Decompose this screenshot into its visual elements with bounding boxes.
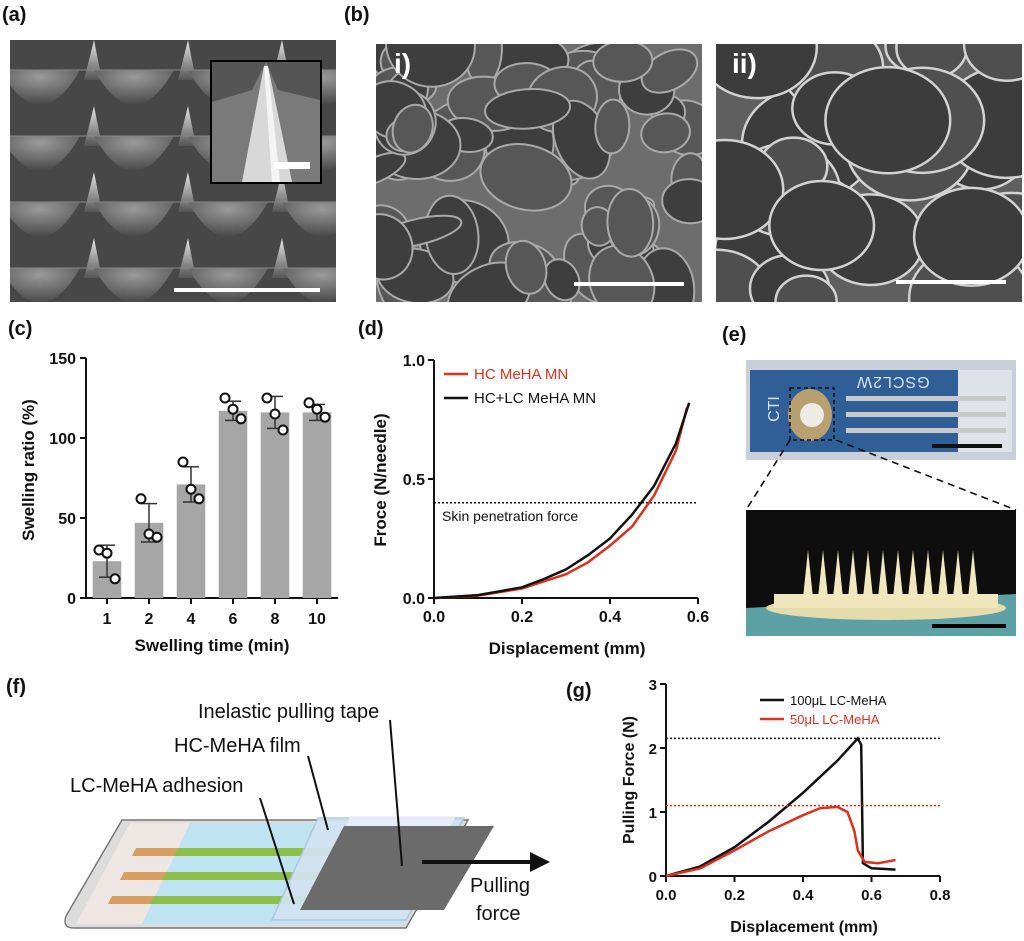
chart-d-legend-label: HC+LC MeHA MN: [474, 390, 596, 407]
chart-c-point: [319, 411, 331, 423]
chart-g-xtick-label: 0.0: [656, 887, 677, 904]
chart-c-bar: [218, 410, 248, 598]
chart-c-point: [235, 413, 247, 425]
chart-g-ytick-label: 3: [649, 677, 657, 694]
scale-bar-a: [174, 288, 320, 292]
chart-c-point: [185, 483, 197, 495]
chart-g-legend-label: 50μL LC-MeHA: [790, 712, 880, 727]
chart-c-xtick-label: 10: [308, 611, 326, 628]
chart-d-xtick-label: 0.4: [599, 609, 621, 626]
chart-g-series-line: [665, 736, 896, 878]
chart-c-point: [227, 403, 239, 415]
chart-g-ytick-label: 2: [649, 741, 657, 758]
chart-d-xtick-label: 0.0: [423, 609, 445, 626]
device-text-cti: CTI: [765, 396, 783, 422]
chart-c-xtick-label: 1: [103, 611, 112, 628]
zoom-connector-lines: [745, 440, 1017, 511]
chart-c-xlabel: Swelling time (min): [135, 636, 290, 655]
chart-c-point: [101, 547, 113, 559]
chart-g-ytick-label: 0: [649, 869, 657, 886]
chart-c-ytick-label: 150: [49, 351, 76, 368]
label-force: force: [476, 903, 520, 925]
panel-label-b: (b): [344, 4, 370, 26]
chart-d-ylabel: Froce (N/needle): [371, 413, 390, 546]
chart-c-xtick-label: 2: [145, 611, 154, 628]
device-text-model: GSCL2W: [856, 373, 930, 390]
chart-c-point: [219, 392, 231, 404]
chart-g-xlabel: Displacement (mm): [730, 919, 878, 936]
chart-g-ylabel: Pulling Force (N): [621, 716, 638, 844]
chart-c-point: [135, 493, 147, 505]
chart-g-xtick-label: 0.6: [861, 887, 882, 904]
label-inelastic-pulling-tape: Inelastic pulling tape: [198, 701, 379, 723]
chart-g-pulling-force: Pulling Force (N) Displacement (mm) 0 1 2 3…: [621, 677, 951, 936]
panel-label-f: (f): [6, 676, 26, 698]
photo-sensor-device: CTI GSCL2W: [746, 360, 1016, 460]
chart-d-threshold-label: Skin penetration force: [442, 508, 578, 524]
panel-label-a: (a): [2, 4, 27, 26]
schematic-pulling-test: Inelastic pulling tape HC-MeHA film LC-M…: [64, 701, 550, 929]
chart-c-point: [109, 573, 121, 585]
chart-c-ylabel: Swelling ratio (%): [19, 399, 38, 541]
chart-d-legend-label: HC MeHA MN: [474, 366, 568, 383]
chart-d-ytick-label: 0.5: [403, 472, 425, 489]
chart-d-series-line: [433, 402, 691, 600]
panel-label-g: (g): [566, 680, 592, 702]
chart-c-ytick-label: 100: [49, 431, 76, 448]
chart-d-ytick-label: 1.0: [403, 353, 425, 370]
chart-d-xtick-label: 0.6: [687, 609, 709, 626]
sem-image-porous-ii: [716, 44, 1022, 302]
chart-c-ytick-label: 50: [58, 511, 76, 528]
chart-c-point: [193, 493, 205, 505]
chart-c-xtick-label: 8: [271, 611, 280, 628]
label-pulling: Pulling: [470, 875, 530, 897]
inset-single-needle: [210, 60, 322, 184]
chart-c-point: [269, 408, 281, 420]
chart-g-xtick-label: 0.2: [724, 887, 745, 904]
photo-microneedle-side-view: [746, 510, 1016, 636]
chart-d-xtick-label: 0.2: [511, 609, 533, 626]
chart-c-point: [177, 456, 189, 468]
chart-d-force: Froce (N/needle) Displacement (mm) 0.00.…: [371, 353, 709, 658]
chart-g-xtick-label: 0.4: [793, 887, 815, 904]
chart-d-xlabel: Displacement (mm): [489, 639, 646, 658]
chart-c-swelling: Swelling ratio (%) Swelling time (min) 0…: [19, 351, 338, 655]
chart-c-ytick-label: 0: [67, 591, 76, 608]
chart-c-point: [311, 403, 323, 415]
scale-bar-b-ii: [896, 280, 1006, 284]
chart-c-point: [277, 424, 289, 436]
chart-c-xtick-label: 4: [187, 611, 196, 628]
chart-c-point: [303, 397, 315, 409]
chart-c-bar: [260, 412, 290, 598]
chart-c-xtick-label: 6: [229, 611, 238, 628]
panel-label-e: (e): [722, 324, 747, 346]
chart-d-ytick-label: 0.0: [403, 591, 425, 608]
panel-label-c: (c): [8, 318, 33, 340]
panel-label-d: (d): [358, 318, 384, 340]
chart-g-series-line: [665, 805, 896, 878]
sem-image-porous-i: [376, 44, 702, 302]
scale-bar-b-i: [574, 282, 684, 286]
chart-g-xtick-label: 0.8: [930, 887, 951, 904]
chart-g-legend-label: 100μL LC-MeHA: [790, 693, 887, 708]
sub-label-ii: ii): [732, 48, 757, 79]
chart-c-point: [151, 531, 163, 543]
label-lc-meha-adhesion: LC-MeHA adhesion: [70, 775, 243, 797]
chart-c-bar: [302, 412, 332, 598]
chart-c-point: [261, 392, 273, 404]
chart-g-ytick-label: 1: [649, 805, 657, 822]
sub-label-i: i): [394, 48, 412, 79]
label-hc-meha-film: HC-MeHA film: [174, 735, 301, 757]
